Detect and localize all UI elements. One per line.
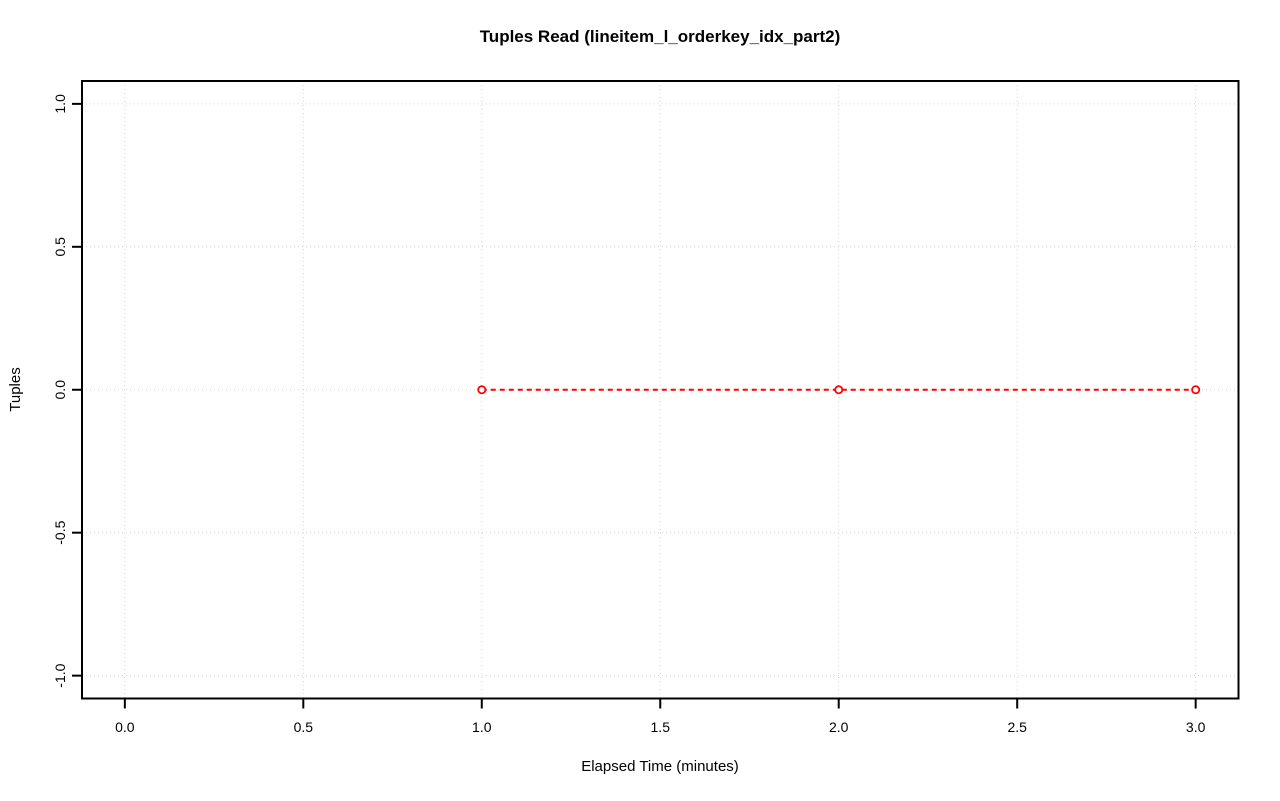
grid-layer bbox=[82, 81, 1239, 699]
tick-label-layer: 0.0 0.5 1.0 1.5 2.0 2.5 3.0 -1.0 -0.5 0.0 0.5 1.0 bbox=[52, 94, 1206, 735]
y-tick-label: -0.5 bbox=[52, 520, 68, 544]
x-tick-label: 1.5 bbox=[651, 719, 671, 735]
y-tick-label: 0.0 bbox=[52, 380, 68, 400]
data-point-marker bbox=[834, 385, 844, 395]
x-axis-label: Elapsed Time (minutes) bbox=[581, 758, 739, 775]
chart-title: Tuples Read (lineitem_l_orderkey_idx_par… bbox=[480, 27, 841, 46]
data-point-marker bbox=[477, 385, 487, 395]
data-series-layer bbox=[477, 385, 1201, 395]
x-tick-label: 1.0 bbox=[472, 719, 492, 735]
x-tick-label: 0.0 bbox=[115, 719, 135, 735]
x-tick-label: 2.5 bbox=[1007, 719, 1027, 735]
x-tick-label: 0.5 bbox=[294, 719, 314, 735]
x-tick-label: 2.0 bbox=[829, 719, 849, 735]
tick-layer bbox=[72, 102, 1197, 709]
y-tick-label: -1.0 bbox=[52, 663, 68, 687]
data-point-marker bbox=[1191, 385, 1201, 395]
y-tick-label: 1.0 bbox=[52, 94, 68, 114]
x-tick-label: 3.0 bbox=[1186, 719, 1206, 735]
y-axis-label: Tuples bbox=[7, 367, 24, 411]
y-tick-label: 0.5 bbox=[52, 237, 68, 257]
